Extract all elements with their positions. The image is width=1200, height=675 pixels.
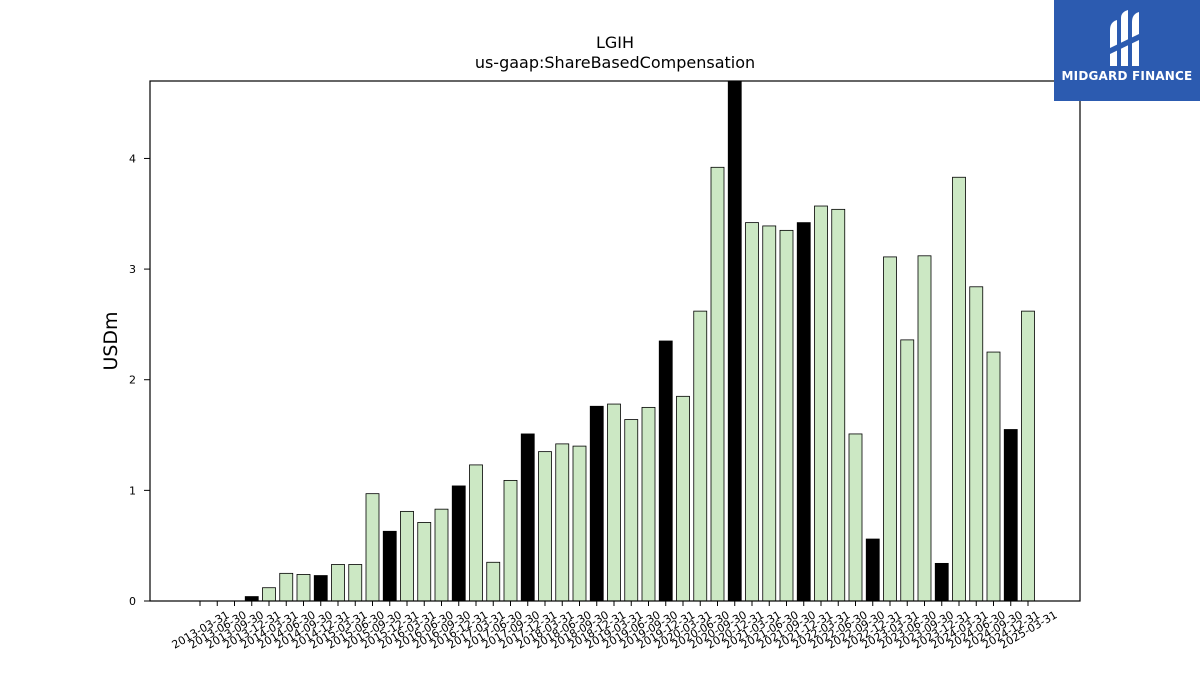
bar-2016-12-31 [451, 485, 466, 602]
chart-subtitle: us-gaap:ShareBasedCompensation [475, 53, 755, 72]
bar-2020-12-31 [727, 80, 742, 602]
y-axis: 0 1 2 3 4 [129, 152, 150, 608]
bar-2014-12-31 [313, 575, 328, 602]
bar-2018-09-30 [572, 445, 587, 602]
bar-2022-06-30 [831, 208, 846, 602]
bar-2020-09-30 [710, 166, 725, 602]
bar-group [244, 80, 1035, 602]
y-tick-label: 1 [129, 484, 136, 497]
plot-frame [149, 80, 1081, 602]
bar-2015-12-31 [382, 530, 397, 602]
bar-2023-12-31 [934, 562, 949, 602]
bar-2017-06-30 [486, 561, 501, 602]
bar-2024-06-30 [969, 286, 984, 602]
bar-2016-03-31 [400, 510, 414, 602]
bar-2025-03-31 [1021, 310, 1035, 602]
bar-2014-09-30 [296, 574, 311, 602]
bar-2022-12-31 [865, 538, 880, 602]
bar-2020-03-31 [676, 395, 690, 602]
bar-2019-12-31 [658, 340, 673, 602]
bar-2019-06-30 [624, 419, 639, 602]
midgard-logo-icon [1110, 10, 1139, 66]
bar-2017-03-31 [469, 464, 483, 602]
bar-2017-09-30 [503, 479, 518, 602]
bar-2014-03-31 [262, 587, 276, 602]
bar-2018-06-30 [555, 443, 570, 602]
bar-2016-06-30 [417, 522, 432, 602]
bar-2021-03-31 [745, 222, 759, 602]
y-tick-label: 4 [129, 152, 136, 165]
bar-2023-03-31 [883, 256, 897, 602]
bar-2015-06-30 [348, 564, 363, 602]
y-tick-label: 3 [129, 263, 136, 276]
bar-2013-12-31 [244, 596, 259, 602]
bar-2021-12-31 [796, 222, 811, 602]
bar-2021-06-30 [762, 225, 777, 602]
y-axis-label: USDm [100, 311, 122, 370]
bar-2019-03-31 [607, 403, 621, 602]
bar-2022-09-30 [848, 433, 863, 602]
bar-2020-06-30 [693, 310, 708, 602]
bar-2024-03-31 [952, 176, 966, 602]
bar-2016-09-30 [434, 508, 449, 602]
bar-2023-06-30 [900, 339, 915, 602]
bar-2014-06-30 [279, 572, 294, 602]
bar-2024-12-31 [1003, 429, 1018, 602]
bar-2015-09-30 [365, 493, 380, 602]
x-axis: 2013-03-312013-06-302013-09-302013-12-31… [170, 601, 1060, 652]
bar-2022-03-31 [814, 205, 828, 602]
chart-title: LGIH [596, 33, 634, 52]
bar-2017-12-31 [520, 433, 535, 602]
brand-name: MIDGARD FINANCE [1061, 69, 1193, 83]
bar-2023-09-30 [917, 255, 932, 602]
bar-2018-12-31 [589, 405, 604, 602]
bar-2021-09-30 [779, 229, 794, 602]
bar-2015-03-31 [331, 564, 345, 602]
bar-2018-03-31 [538, 451, 552, 602]
bar-2019-09-30 [641, 406, 656, 602]
y-tick-label: 2 [129, 374, 136, 387]
bar-2024-09-30 [986, 351, 1001, 602]
y-tick-label: 0 [129, 595, 136, 608]
brand-logo: MIDGARD FINANCE [1054, 0, 1200, 101]
